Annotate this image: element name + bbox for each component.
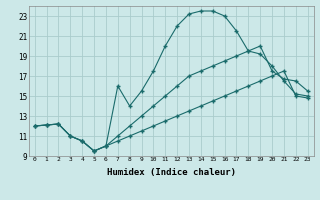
X-axis label: Humidex (Indice chaleur): Humidex (Indice chaleur) — [107, 168, 236, 177]
